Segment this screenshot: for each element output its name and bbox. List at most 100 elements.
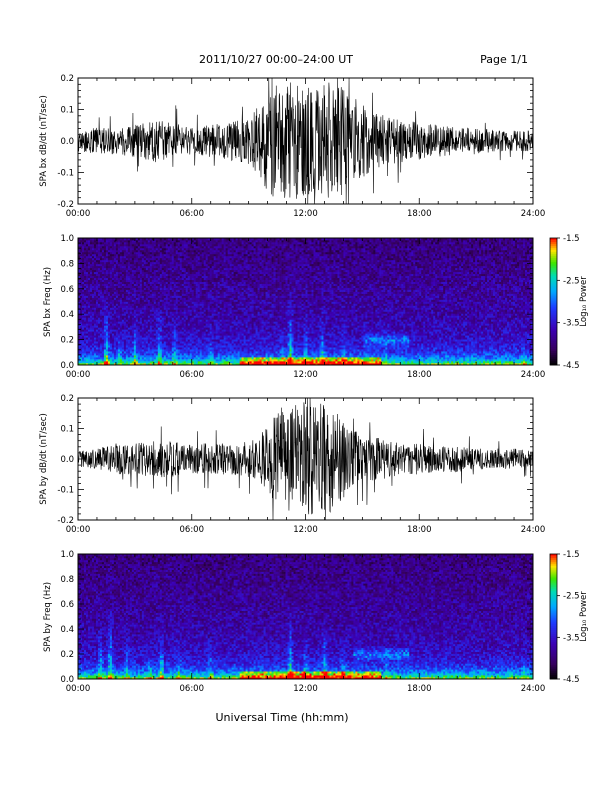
spectrogram-cell (140, 296, 142, 298)
spectrogram-cell (90, 341, 92, 343)
spectrogram-cell (224, 345, 226, 347)
spectrogram-cell (208, 296, 210, 298)
spectrogram-cell (200, 313, 202, 315)
spectrogram-image-bx (78, 238, 533, 365)
spectrogram-cell (160, 313, 162, 315)
spectrogram-cell (118, 260, 120, 262)
spectrogram-cell (192, 254, 194, 256)
spectrogram-cell (168, 264, 170, 266)
spectrogram-cell (178, 246, 180, 248)
spectrogram-cell (104, 282, 106, 284)
spectrogram-cell (172, 274, 174, 276)
spectrogram-cell (174, 317, 176, 319)
spectrogram-cell (208, 327, 210, 329)
spectrogram-cell (96, 331, 98, 333)
spectrogram-cell (200, 331, 202, 333)
spectrogram-cell (218, 345, 220, 347)
spectrogram-cell (208, 268, 210, 270)
spectrogram-cell (146, 268, 148, 270)
spectrogram-cell (154, 331, 156, 333)
spectrogram-cell (140, 359, 142, 361)
spectrogram-cell (204, 282, 206, 284)
spectrogram-cell (94, 278, 96, 280)
spectrogram-cell (218, 268, 220, 270)
spectrogram-cell (210, 282, 212, 284)
spectrogram-cell (82, 349, 84, 351)
spectrogram-cell (100, 345, 102, 347)
spectrogram-cell (118, 337, 120, 339)
spectrogram-cell (96, 296, 98, 298)
spectrogram-cell (228, 323, 230, 325)
spectrogram-cell (228, 268, 230, 270)
spectrogram-cell (208, 286, 210, 288)
spectrogram-cell (132, 305, 134, 307)
spectrogram-cell (136, 274, 138, 276)
spectrogram-cell (128, 341, 130, 343)
spectrogram-cell (208, 337, 210, 339)
spectrogram-cell (110, 355, 112, 357)
spectrogram-cell (174, 327, 176, 329)
spectrogram-cell (110, 331, 112, 333)
spectrogram-cell (196, 282, 198, 284)
spectrogram-cell (214, 274, 216, 276)
spectrogram-cell (160, 274, 162, 276)
spectrogram-cell (136, 296, 138, 298)
spectrogram-cell (182, 309, 184, 311)
spectrogram-cell (186, 349, 188, 351)
spectrogram-cell (158, 282, 160, 284)
spectrogram-cell (128, 337, 130, 339)
spectrogram-cell (118, 327, 120, 329)
spectrogram-cell (158, 349, 160, 351)
waveform-line (78, 78, 533, 204)
spectrogram-cell (118, 305, 120, 307)
spectrogram-cell (214, 242, 216, 244)
spectrogram-cell (214, 341, 216, 343)
spectrogram-cell (186, 292, 188, 294)
spectrogram-cell (222, 296, 224, 298)
spectrogram-cell (200, 327, 202, 329)
spectrogram-cell (108, 345, 110, 347)
spectrogram-cell (228, 341, 230, 343)
spectrogram-cell (136, 341, 138, 343)
spectrogram-cell (208, 341, 210, 343)
spectrogram-cell (192, 286, 194, 288)
spectrogram-cell (224, 313, 226, 315)
spectrogram-cell (82, 300, 84, 302)
spectrogram-cell (90, 317, 92, 319)
spectrogram-cell (174, 309, 176, 311)
spectrogram-cell (222, 268, 224, 270)
spectrogram-cell (200, 345, 202, 347)
spectrogram-cell (190, 268, 192, 270)
spectrogram-cell (122, 359, 124, 361)
spectrogram-cell (204, 345, 206, 347)
spectrogram-cell (178, 292, 180, 294)
spectrogram-cell (128, 250, 130, 252)
spectrogram-cell (196, 254, 198, 256)
spectrogram-cell (132, 337, 134, 339)
spectrogram-cell (96, 282, 98, 284)
spectrogram-cell (210, 331, 212, 333)
spectrogram-cell (126, 309, 128, 311)
spectrogram-cell (136, 331, 138, 333)
spectrogram-cell (190, 250, 192, 252)
spectrogram-cell (172, 282, 174, 284)
spectrogram-cell (150, 317, 152, 319)
spectrogram-cell (178, 323, 180, 325)
spectrogram-cell (90, 331, 92, 333)
spectrogram-cell (174, 341, 176, 343)
spectrogram-cell (218, 349, 220, 351)
spectrogram-cell (164, 260, 166, 262)
spectrogram-cell (174, 349, 176, 351)
spectrogram-cell (86, 250, 88, 252)
spectrogram-cell (190, 260, 192, 262)
spectrogram-cell (110, 264, 112, 266)
spectrogram-cell (100, 327, 102, 329)
spectrogram-cell (214, 309, 216, 311)
spectrogram-cell (150, 242, 152, 244)
spectrogram-cell (214, 349, 216, 351)
spectrogram-cell (168, 292, 170, 294)
spectrogram-cell (122, 323, 124, 325)
spectrogram-cell (218, 359, 220, 361)
spectrogram-cell (110, 286, 112, 288)
spectrogram-cell (142, 327, 144, 329)
